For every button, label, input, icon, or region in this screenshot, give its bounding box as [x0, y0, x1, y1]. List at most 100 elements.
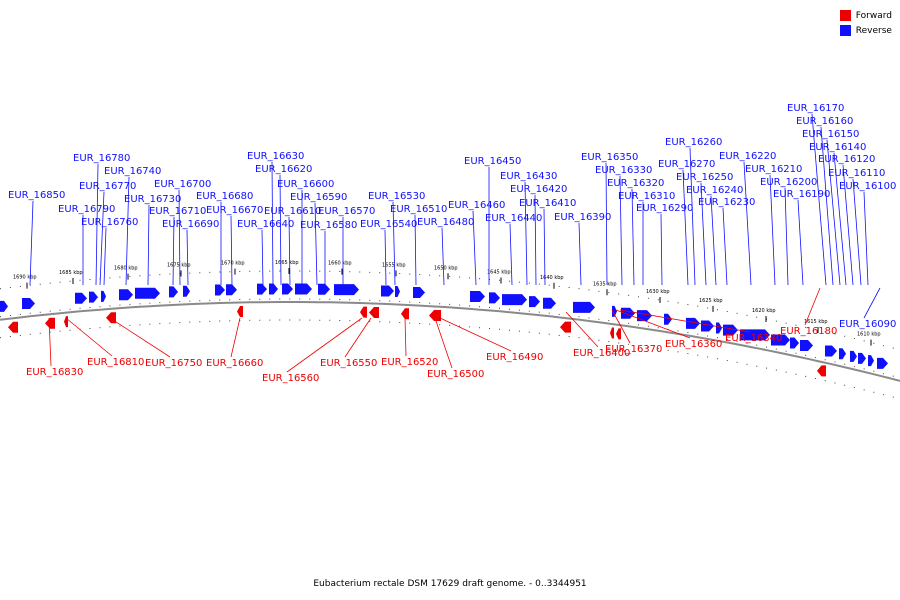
reverse-gene-label: EUR_16110: [828, 168, 885, 179]
reverse-gene-arrow: [89, 291, 98, 303]
reverse-gene-label: EUR_16190: [773, 189, 830, 200]
scale-tick-label: 1615 kbp: [804, 319, 828, 325]
reverse-leader-line: [619, 175, 623, 286]
reverse-gene-label: EUR_16510: [390, 204, 447, 215]
reverse-gene-label: EUR_16600: [277, 179, 334, 190]
reverse-gene-arrow: [101, 290, 106, 302]
reverse-gene-arrow: [22, 297, 35, 309]
forward-gene-label: EUR_16490: [486, 352, 543, 363]
forward-gene-arrow: [45, 317, 55, 329]
reverse-leader-line: [710, 195, 717, 286]
reverse-leader-line: [392, 201, 396, 286]
reverse-gene-arrow: [723, 324, 738, 336]
reverse-leader-line: [472, 210, 477, 286]
forward-gene-arrow: [360, 306, 367, 318]
reverse-gene-label: EUR_16640: [237, 219, 294, 230]
reverse-leader-line: [769, 174, 776, 286]
genome-caption: Eubacterium rectale DSM 17629 draft geno…: [313, 579, 587, 589]
reverse-leader-line: [178, 189, 181, 286]
scale-tick-label: 1655 kbp: [382, 262, 406, 268]
forward-gene-label: EUR_16810: [87, 357, 144, 368]
reverse-gene-arrow: [825, 345, 837, 357]
reverse-leader-line: [797, 199, 804, 286]
reverse-gene-arrow: [877, 357, 888, 369]
reverse-leader-line: [125, 176, 130, 286]
reverse-gene-arrow: [119, 289, 133, 301]
reverse-gene-label: EUR_16480: [417, 217, 474, 228]
scale-tick-label: 1635 kbp: [593, 281, 617, 287]
reverse-leader-line: [271, 161, 274, 286]
reverse-gene-label: EUR_16530: [368, 191, 425, 202]
forward-leader-line: [615, 309, 691, 339]
scale-tick-label: 1670 kbp: [221, 261, 245, 267]
reverse-leader-line: [186, 229, 189, 286]
reverse-leader-line: [700, 182, 707, 286]
forward-leader-line: [344, 317, 372, 358]
reverse-gene-arrow: [716, 322, 722, 334]
reverse-gene-label: EUR_16120: [818, 154, 875, 165]
scale-tick-label: 1675 kbp: [167, 263, 191, 269]
reverse-gene-label: EUR_16150: [802, 129, 859, 140]
reverse-gene-label: EUR_16430: [500, 171, 557, 182]
scale-tick-label: 1640 kbp: [540, 275, 564, 281]
forward-leader-line: [286, 317, 363, 373]
reverse-gene-arrow: [529, 296, 540, 308]
reverse-leader-line: [314, 202, 318, 286]
scale-tick-label: 1680 kbp: [114, 266, 138, 272]
reverse-gene-label: EUR_16790: [58, 204, 115, 215]
reverse-gene-label: EUR_16420: [510, 184, 567, 195]
reverse-gene-arrow: [489, 292, 500, 304]
reverse-gene-label: EUR_16760: [81, 217, 138, 228]
forward-leader-line: [619, 309, 751, 333]
reverse-leader-line: [524, 181, 528, 286]
reverse-gene-label: EUR_16590: [290, 192, 347, 203]
reverse-gene-arrow: [621, 307, 635, 319]
reverse-gene-label: EUR_16170: [787, 103, 844, 114]
reverse-gene-arrow: [868, 355, 874, 367]
scale-tick-label: 1620 kbp: [752, 308, 776, 314]
forward-gene-label: EUR_16180: [780, 326, 837, 337]
reverse-leader-line: [414, 214, 417, 286]
reverse-gene-label: EUR_16460: [448, 200, 505, 211]
forward-gene-arrow: [106, 312, 116, 324]
legend-forward-label: Forward: [855, 10, 892, 21]
reverse-leader-line: [230, 215, 233, 286]
forward-track-guide: [0, 319, 900, 400]
reverse-gene-arrow: [0, 300, 8, 312]
reverse-leader-line: [384, 229, 387, 286]
scale-tick-label: 1650 kbp: [434, 265, 458, 271]
forward-gene-arrow: [401, 308, 409, 320]
reverse-gene-arrow: [637, 310, 652, 322]
reverse-gene-arrow: [850, 350, 857, 362]
reverse-leader-line: [578, 222, 582, 286]
reverse-gene-label: EUR_16680: [196, 191, 253, 202]
reverse-gene-arrow: [226, 284, 237, 296]
reverse-leader-line: [543, 208, 546, 286]
reverse-gene-label: EUR_16740: [104, 166, 161, 177]
reverse-gene-label: EUR_16350: [581, 152, 638, 163]
reverse-gene-label: EUR_16200: [760, 177, 817, 188]
forward-leader-line: [611, 309, 631, 344]
scale-tick-label: 1625 kbp: [699, 298, 723, 304]
scale-tick-label: 1685 kbp: [59, 270, 83, 276]
scale-tick-label: 1645 kbp: [487, 269, 511, 275]
reverse-gene-label: EUR_16220: [719, 151, 776, 162]
reverse-gene-label: EUR_16570: [318, 206, 375, 217]
forward-gene-label: EUR_16360: [665, 339, 722, 350]
forward-gene-label: EUR_16400: [573, 348, 630, 359]
reverse-leader-line: [863, 287, 881, 319]
reverse-leader-line: [743, 161, 752, 286]
reverse-gene-label: EUR_16320: [607, 178, 664, 189]
forward-leader-line: [109, 317, 171, 358]
reverse-gene-arrow: [334, 284, 359, 296]
reverse-gene-arrow: [740, 329, 770, 341]
legend-reverse-label: Reverse: [855, 25, 892, 36]
reverse-gene-label: EUR_16630: [247, 151, 304, 162]
scale-tick-label: 1660 kbp: [328, 261, 352, 267]
reverse-gene-label: EUR_16290: [636, 203, 693, 214]
forward-gene-arrow: [64, 316, 68, 328]
reverse-gene-label: EUR_16710: [149, 206, 206, 217]
legend-forward: Forward: [839, 9, 892, 22]
scale-tick-label: 1610 kbp: [857, 332, 881, 338]
